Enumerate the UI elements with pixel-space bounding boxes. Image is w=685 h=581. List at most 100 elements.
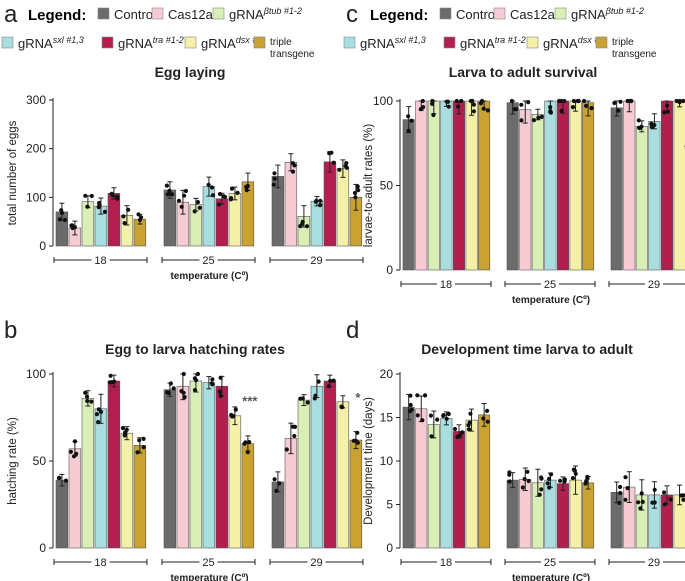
panel-letter-d: d <box>346 317 359 344</box>
y-tick-label: 15 <box>380 411 394 425</box>
bar <box>323 380 337 549</box>
data-point <box>408 393 413 398</box>
legend-entry-base: gRNA <box>571 7 606 22</box>
data-point <box>481 106 486 111</box>
legend-swatch <box>554 7 567 20</box>
data-point <box>406 128 411 133</box>
data-point <box>408 402 413 408</box>
data-point <box>272 171 277 176</box>
bar <box>94 408 108 549</box>
legend-entry-label: gRNAsxl #1,3 <box>360 35 426 51</box>
data-point <box>89 193 94 199</box>
data-point <box>126 207 131 212</box>
legend-entry-label: gRNAβtub #1-2 <box>229 6 302 22</box>
legend-label: Legend: <box>28 7 86 24</box>
data-point <box>460 430 465 435</box>
bar <box>465 419 478 549</box>
data-point <box>627 98 633 104</box>
data-point <box>584 103 589 108</box>
y-tick-label: 0 <box>386 541 393 555</box>
data-point <box>485 419 490 424</box>
data-point <box>468 411 473 416</box>
x-group-label: 25 <box>544 279 556 291</box>
data-point <box>612 100 617 106</box>
chart-larva-adult-survival: Larva to adult survival 0 50 100 larvae-to-a… <box>363 64 685 306</box>
data-point <box>636 500 641 505</box>
data-point <box>520 485 525 490</box>
data-point <box>136 212 141 217</box>
data-point <box>640 499 645 504</box>
data-point <box>141 445 146 450</box>
data-point <box>636 118 641 123</box>
data-point <box>681 497 685 502</box>
x-group-label: 25 <box>544 557 556 569</box>
data-point <box>446 411 451 417</box>
data-point <box>192 376 197 381</box>
panel-letter-b: b <box>4 317 17 344</box>
legend-entry-label: Cas12a <box>510 7 556 22</box>
legend-entry-superscript: dsx #1 <box>236 35 263 45</box>
data-point <box>526 478 531 484</box>
bar <box>284 438 298 549</box>
legend-entry-label: gRNAtra #1-2 <box>118 35 184 51</box>
legend-right: Legend: Control Cas12a gRNAβtub #1-2gRNAsx… <box>343 6 657 60</box>
data-point <box>355 184 360 189</box>
data-point <box>662 490 667 495</box>
data-point <box>98 409 104 414</box>
bar <box>610 107 623 271</box>
data-point <box>102 209 107 214</box>
data-point <box>485 108 490 113</box>
data-point <box>179 204 184 209</box>
bar <box>228 415 242 549</box>
data-point <box>445 99 451 104</box>
legend-entry-superscript: βtub #1-2 <box>605 6 644 16</box>
x-group-label: 18 <box>94 557 106 569</box>
data-point <box>617 500 622 505</box>
x-group-label: 18 <box>94 255 106 267</box>
data-point <box>183 188 188 194</box>
chart-title: Larva to adult survival <box>449 64 598 80</box>
data-point <box>519 102 524 107</box>
data-point <box>431 112 436 118</box>
bar <box>297 399 311 549</box>
group-label-bg <box>645 556 663 568</box>
legend-swatch <box>343 36 356 49</box>
bar <box>310 385 324 549</box>
data-point <box>548 110 554 115</box>
data-point <box>137 438 142 443</box>
data-point <box>625 486 630 491</box>
group-label-bg <box>199 254 218 266</box>
legend-entry-base: Cas12a <box>510 7 556 22</box>
data-point <box>94 412 100 417</box>
data-point <box>545 481 550 486</box>
data-point <box>681 493 685 498</box>
data-point <box>471 109 476 114</box>
bar <box>452 431 465 549</box>
data-point <box>452 426 458 432</box>
data-point <box>471 102 476 107</box>
data-point <box>84 394 90 399</box>
data-point <box>539 114 544 119</box>
data-point <box>209 381 214 386</box>
data-point <box>481 416 486 421</box>
data-point <box>122 433 127 438</box>
bar <box>163 389 177 549</box>
y-tick-label: 20 <box>380 367 394 381</box>
group-label-bg <box>541 278 559 290</box>
data-point <box>618 490 623 496</box>
legend-left: Legend: Control Cas12a gRNAβtub #1-2gRNAsx… <box>1 6 315 60</box>
data-point <box>638 506 643 511</box>
data-point <box>229 186 235 191</box>
data-point <box>292 163 297 168</box>
data-point <box>618 99 623 104</box>
legend-swatch <box>1 36 14 49</box>
bar <box>440 100 453 271</box>
data-point <box>72 225 77 230</box>
data-point <box>618 484 623 490</box>
data-point <box>467 420 472 425</box>
data-point <box>195 200 200 205</box>
data-point <box>677 98 682 104</box>
data-point <box>428 413 433 418</box>
data-point <box>313 393 318 398</box>
